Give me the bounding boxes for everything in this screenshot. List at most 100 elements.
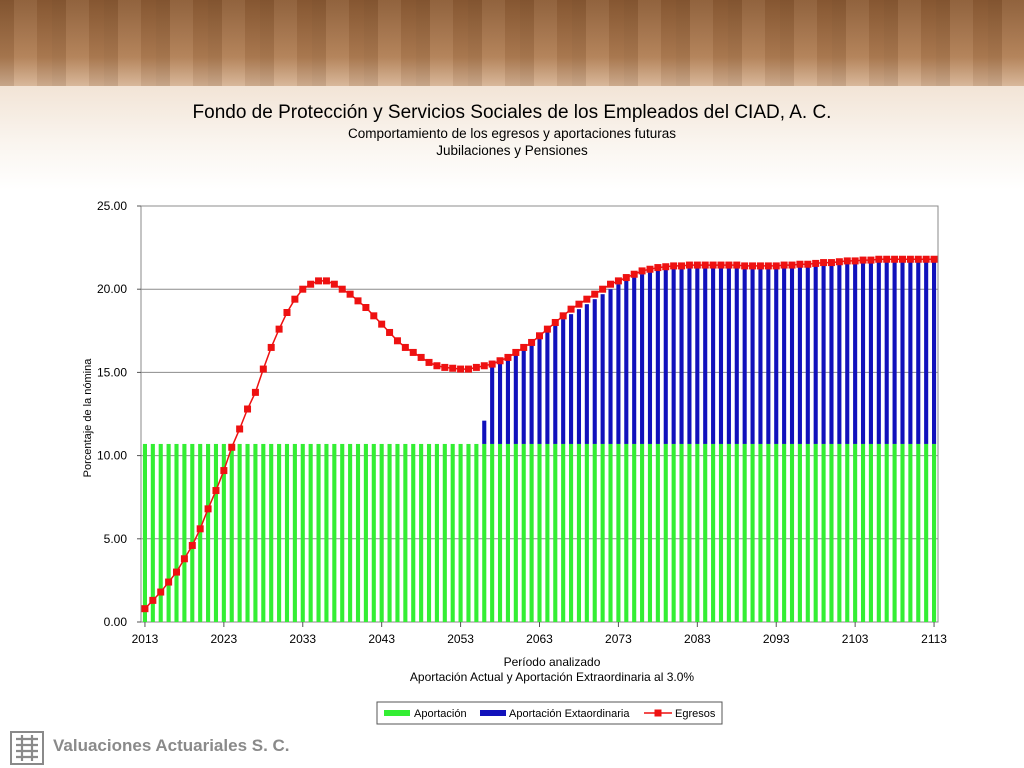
egresos-markers xyxy=(141,255,938,613)
bar-aportacion xyxy=(829,443,834,622)
egresos-point xyxy=(867,256,875,264)
egresos-point xyxy=(851,257,859,265)
bar-aportacion xyxy=(277,443,282,622)
y-tick-label: 10.00 xyxy=(97,449,127,463)
bar-aportacion xyxy=(229,443,234,622)
egresos-point xyxy=(796,260,804,268)
egresos-point xyxy=(464,365,472,373)
egresos-point xyxy=(528,338,536,346)
egresos-point xyxy=(685,261,693,269)
bar-aportacion xyxy=(545,443,550,622)
banner-texture xyxy=(0,0,1024,86)
egresos-point xyxy=(891,255,899,263)
egresos-point xyxy=(709,261,717,269)
bar-aportacion xyxy=(221,443,226,622)
egresos-point xyxy=(212,487,220,495)
egresos-point xyxy=(607,280,615,288)
egresos-point xyxy=(772,262,780,270)
bar-extraordinaria xyxy=(608,289,613,444)
egresos-point xyxy=(244,405,252,413)
bar-aportacion xyxy=(900,443,905,622)
legend-swatch-extraordinaria xyxy=(480,710,506,716)
egresos-point xyxy=(764,262,772,270)
bar-extraordinaria xyxy=(703,265,708,444)
egresos-point xyxy=(472,363,480,371)
bar-aportacion xyxy=(324,443,329,622)
egresos-point xyxy=(930,255,938,263)
egresos-point xyxy=(567,305,575,313)
bar-aportacion xyxy=(845,443,850,622)
egresos-point xyxy=(157,588,165,596)
bar-aportacion xyxy=(853,443,858,622)
bar-aportacion xyxy=(379,443,384,622)
legend-swatch-aportacion xyxy=(384,710,410,716)
egresos-point xyxy=(196,525,204,533)
egresos-point xyxy=(330,280,338,288)
bar-extraordinaria xyxy=(860,260,866,444)
egresos-point xyxy=(780,261,788,269)
egresos-point xyxy=(788,261,796,269)
bar-aportacion xyxy=(561,443,566,622)
egresos-point xyxy=(906,255,914,263)
egresos-point xyxy=(599,285,607,293)
bar-aportacion xyxy=(411,443,416,622)
x-tick-label: 2043 xyxy=(368,632,395,646)
bar-aportacion xyxy=(655,443,660,622)
egresos-point xyxy=(165,578,173,586)
bar-aportacion xyxy=(474,443,479,622)
bar-extraordinaria xyxy=(671,267,676,444)
egresos-point xyxy=(654,264,662,272)
bar-aportacion xyxy=(679,443,684,622)
bar-extraordinaria xyxy=(584,304,589,444)
bar-aportacion xyxy=(924,443,929,622)
bar-aportacion xyxy=(608,443,613,622)
bar-aportacion xyxy=(821,443,826,622)
bar-extraordinaria xyxy=(892,259,897,444)
egresos-point xyxy=(283,308,291,316)
bar-aportacion xyxy=(505,443,510,622)
bar-aportacion xyxy=(663,443,668,622)
egresos-point xyxy=(749,262,757,270)
x-axis-label-2: Aportación Actual y Aportación Extraordi… xyxy=(410,670,694,684)
bar-extraordinaria xyxy=(545,330,550,444)
bar-aportacion xyxy=(805,443,810,622)
egresos-point xyxy=(835,258,843,266)
header-banner xyxy=(0,0,1024,190)
bar-extraordinaria xyxy=(521,345,526,444)
egresos-point xyxy=(307,280,315,288)
bar-aportacion xyxy=(592,443,597,622)
bar-extraordinaria xyxy=(845,262,850,444)
bar-aportacion xyxy=(190,443,195,622)
egresos-point xyxy=(417,353,425,361)
egresos-point xyxy=(370,312,378,320)
bar-aportacion xyxy=(876,443,881,622)
y-tick-label: 15.00 xyxy=(97,365,127,379)
bar-aportacion xyxy=(632,443,637,622)
bar-extraordinaria xyxy=(853,260,858,444)
bar-aportacion xyxy=(932,443,937,622)
bar-aportacion xyxy=(245,443,250,622)
banner-fade xyxy=(0,86,1024,190)
egresos-point xyxy=(536,332,543,340)
egresos-point xyxy=(827,259,835,267)
bar-extraordinaria xyxy=(734,265,739,444)
bar-extraordinaria xyxy=(884,259,889,444)
bar-extraordinaria xyxy=(655,269,660,444)
egresos-point xyxy=(591,290,599,298)
bar-extraordinaria xyxy=(695,265,700,444)
bar-extraordinaria xyxy=(505,355,510,444)
egresos-point xyxy=(504,353,512,361)
bar-aportacion xyxy=(261,443,266,622)
egresos-point xyxy=(670,262,678,270)
egresos-point xyxy=(575,300,583,308)
egresos-point xyxy=(386,328,394,336)
bar-aportacion xyxy=(292,443,297,622)
bar-extraordinaria xyxy=(718,265,724,444)
egresos-point xyxy=(315,277,323,285)
legend-label-extraordinaria: Aportación Extaordinaria xyxy=(509,708,630,720)
bar-aportacion xyxy=(868,443,873,622)
bar-aportacion xyxy=(458,443,463,622)
bar-aportacion xyxy=(616,443,621,622)
bar-aportacion xyxy=(600,443,605,622)
bar-aportacion xyxy=(671,443,676,622)
